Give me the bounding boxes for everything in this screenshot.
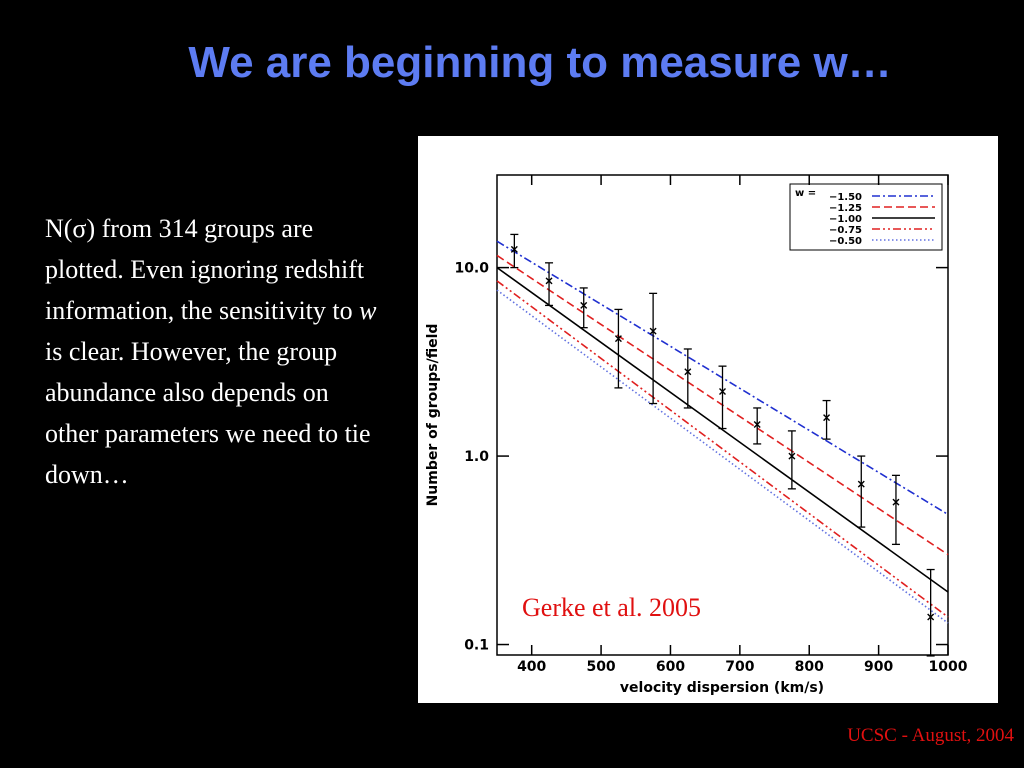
y-axis-label: Number of groups/field xyxy=(425,324,441,507)
legend-label: −0.50 xyxy=(829,236,862,247)
x-tick-label: 900 xyxy=(864,659,893,675)
x-tick-label: 600 xyxy=(656,659,685,675)
legend-label: −1.00 xyxy=(829,214,862,225)
x-tick-label: 500 xyxy=(586,659,615,675)
data-point xyxy=(753,421,761,429)
data-point xyxy=(892,498,900,506)
body-text: w xyxy=(359,296,377,325)
model-line xyxy=(496,266,949,593)
model-line xyxy=(496,280,949,618)
data-point xyxy=(580,301,588,309)
legend-box xyxy=(789,183,943,251)
data-point xyxy=(614,335,622,343)
y-tick-label: 1.0 xyxy=(464,449,489,465)
slide-body: N(σ) from 314 groups are plotted. Even i… xyxy=(45,208,385,495)
data-point xyxy=(857,480,865,488)
data-point xyxy=(823,414,831,422)
x-tick-label: 700 xyxy=(725,659,754,675)
body-text: is clear. However, the group abundance a… xyxy=(45,337,371,489)
legend-label: −0.75 xyxy=(829,225,862,236)
data-point xyxy=(927,613,935,621)
data-point xyxy=(545,277,553,285)
plot-frame xyxy=(496,174,949,656)
model-line xyxy=(496,289,949,624)
legend-label: −1.50 xyxy=(829,192,862,203)
annotation: Gerke et al. 2005 xyxy=(522,593,701,622)
x-axis-label: velocity dispersion (km/s) xyxy=(620,680,824,696)
y-tick-label: 10.0 xyxy=(454,261,489,277)
x-tick-label: 1000 xyxy=(929,659,968,675)
data-point xyxy=(649,327,657,335)
x-tick-label: 800 xyxy=(795,659,824,675)
data-point xyxy=(719,388,726,396)
legend-title: w = xyxy=(795,188,816,199)
data-point xyxy=(684,368,692,376)
x-tick-label: 400 xyxy=(517,659,546,675)
slide-title: We are beginning to measure w… xyxy=(188,38,892,87)
legend-label: −1.25 xyxy=(829,203,862,214)
y-tick-label: 0.1 xyxy=(464,638,489,654)
data-point xyxy=(510,245,518,253)
body-text: N(σ) from 314 groups are plotted. Even i… xyxy=(45,214,365,325)
data-point xyxy=(788,452,796,460)
slide-footer: UCSC - August, 2004 xyxy=(847,725,1014,746)
